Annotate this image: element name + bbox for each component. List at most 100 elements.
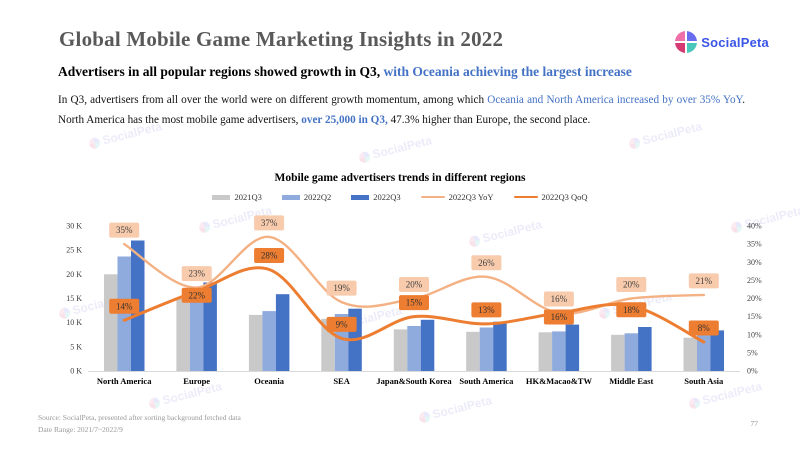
- legend-item-2022q3: 2022Q3: [351, 192, 401, 202]
- body-text-highlight: Oceania and North America increased by o…: [487, 94, 743, 106]
- bar-2021q3-oceania: [248, 314, 263, 371]
- chart-plot-area: 35% 23% 37% 19% 20% 26% 16% 20% 21% 14% 22% 28% 9% 15…: [66, 215, 762, 386]
- x-axis-label-middle-east: Middle East: [609, 376, 653, 386]
- value-label-box-2022q3-qoq: [543, 309, 574, 325]
- legend-line-swatch: [420, 195, 445, 199]
- value-label-2022q3-qoq: 8%: [698, 323, 711, 333]
- bar-2022q2-hk-macao-tw: [552, 331, 566, 371]
- legend-label: 2021Q3: [234, 192, 262, 202]
- left-axis-tick: 25 K: [66, 246, 82, 255]
- value-label-2022q3-qoq: 28%: [261, 251, 278, 261]
- value-label-box-2022q3-qoq: [181, 287, 212, 303]
- bar-2021q3-south-america: [466, 331, 480, 371]
- value-label-2022q3-qoq: 18%: [623, 305, 640, 315]
- bar-2021q3-north-america: [104, 274, 118, 371]
- value-label-box-2022q3-yoy: [181, 266, 212, 282]
- body-text-segment: 47.3% higher than Europe, the second pla…: [387, 114, 591, 126]
- value-label-box-2022q3-qoq: [399, 295, 429, 311]
- value-label-box-2022q3-yoy: [399, 277, 429, 292]
- value-label-box-2022q3-yoy: [543, 291, 574, 307]
- value-label-box-2022q3-qoq: [254, 248, 285, 263]
- value-label-2022q3-yoy: 26%: [478, 258, 495, 268]
- legend-label: 2022Q3 QoQ: [541, 192, 588, 202]
- value-label-box-2022q3-qoq: [471, 302, 502, 318]
- value-label-2022q3-yoy: 23%: [188, 269, 205, 279]
- bar-2022q3-oceania: [275, 294, 290, 371]
- value-label-box-2022q3-qoq: [326, 316, 357, 332]
- bar-2021q3-japan-south-korea: [393, 329, 408, 371]
- body-text-segment: . North America has the most mobile game…: [58, 94, 745, 126]
- legend-item-2021q3: 2021Q3: [212, 192, 262, 202]
- bar-2022q3-japan-south-korea: [420, 319, 435, 371]
- bar-2021q3-south-asia: [683, 337, 697, 372]
- chart-legend: 2021Q3 2022Q2 2022Q3 2022Q3 YoY 2022Q3 QoQ: [0, 192, 800, 202]
- value-label-box-2022q3-qoq: [688, 320, 719, 336]
- value-label-box-2022q3-yoy: [688, 273, 719, 289]
- socialpeta-watermark: SocialPeta: [357, 133, 433, 165]
- bar-2022q3-middle-east: [638, 327, 652, 371]
- value-label-2022q3-qoq: 15%: [406, 298, 423, 308]
- socialpeta-logo-text: SocialPeta: [701, 34, 769, 50]
- page-title: Global Mobile Game Marketing Insights in…: [59, 27, 504, 51]
- legend-item-2022q2: 2022Q2: [281, 192, 332, 202]
- legend-label: 2022Q2: [303, 192, 332, 202]
- value-label-2022q3-yoy: 35%: [116, 225, 133, 235]
- right-axis-tick: 10%: [747, 330, 762, 339]
- legend-label: 2022Q3: [373, 192, 401, 202]
- subtitle-blue-text: with Oceania achieving the largest incre…: [380, 64, 632, 79]
- source-line: Source: SocialPeta, presented after sort…: [38, 413, 241, 422]
- legend-line-swatch: [513, 195, 538, 199]
- right-axis-tick: 25%: [747, 276, 762, 285]
- value-label-2022q3-yoy: 20%: [406, 280, 423, 290]
- value-label-box-2022q3-yoy: [109, 222, 140, 238]
- value-label-2022q3-yoy: 19%: [333, 283, 350, 293]
- right-axis-tick: 30%: [747, 258, 762, 267]
- value-label-2022q3-yoy: 20%: [623, 280, 640, 290]
- x-axis-label-sea: SEA: [333, 376, 350, 386]
- x-axis-label-south-america: South America: [459, 376, 514, 386]
- bar-2022q3-europe: [203, 282, 217, 371]
- right-axis-tick: 20%: [747, 294, 762, 303]
- right-axis-tick: 40%: [747, 222, 762, 231]
- bar-2022q3-hk-macao-tw: [565, 324, 580, 371]
- legend-label: 2022Q3 YoY: [448, 192, 494, 202]
- left-axis-tick: 30 K: [66, 222, 82, 231]
- subtitle-black-text: Advertisers in all popular regions showe…: [58, 64, 381, 79]
- value-label-box-2022q3-yoy: [616, 277, 647, 292]
- right-axis-tick: 5%: [747, 348, 758, 357]
- left-axis-tick: 0 K: [70, 367, 82, 376]
- value-label-2022q3-qoq: 14%: [116, 301, 133, 311]
- value-label-box-2022q3-qoq: [616, 302, 647, 318]
- legend-bar-swatch: [351, 194, 370, 200]
- bar-2022q2-oceania: [262, 311, 276, 371]
- x-axis-label-oceania: Oceania: [254, 376, 284, 386]
- left-axis-tick: 5 K: [70, 342, 82, 351]
- bar-2022q2-south-asia: [697, 334, 711, 372]
- bar-2022q2-europe: [189, 298, 204, 371]
- x-axis-label-japan-south-korea: Japan&South Korea: [376, 376, 452, 386]
- value-label-2022q3-qoq: 13%: [478, 305, 495, 315]
- value-label-2022q3-yoy: 37%: [261, 218, 278, 228]
- value-label-box-2022q3-yoy: [254, 215, 285, 231]
- x-axis-label-europe: Europe: [183, 376, 210, 386]
- bar-2021q3-europe: [176, 299, 190, 371]
- bar-2022q2-japan-south-korea: [407, 326, 421, 371]
- body-text-segment: In Q3, advertisers from all over the wor…: [58, 94, 488, 106]
- bar-2022q2-middle-east: [624, 333, 639, 371]
- slide-subtitle: Advertisers in all popular regions showe…: [58, 64, 758, 80]
- value-label-box-2022q3-yoy: [326, 280, 357, 296]
- x-axis-label-south-asia: South Asia: [684, 376, 724, 386]
- legend-item-2022q3-yoy: 2022Q3 YoY: [420, 192, 494, 202]
- left-axis-tick: 15 K: [66, 294, 82, 303]
- value-label-box-2022q3-yoy: [471, 255, 502, 271]
- value-label-2022q3-qoq: 16%: [551, 312, 568, 322]
- value-label-2022q3-qoq: 9%: [336, 319, 349, 329]
- bar-2022q2-south-america: [479, 327, 494, 371]
- slide-body-text: In Q3, advertisers from all over the wor…: [58, 90, 745, 130]
- value-label-2022q3-yoy: 16%: [551, 294, 568, 304]
- left-axis-tick: 20 K: [66, 270, 82, 279]
- legend-item-2022q3-qoq: 2022Q3 QoQ: [513, 192, 588, 202]
- footer-source: Source: SocialPeta, presented after sort…: [38, 412, 241, 436]
- x-axis-label-north-america: North America: [97, 376, 152, 386]
